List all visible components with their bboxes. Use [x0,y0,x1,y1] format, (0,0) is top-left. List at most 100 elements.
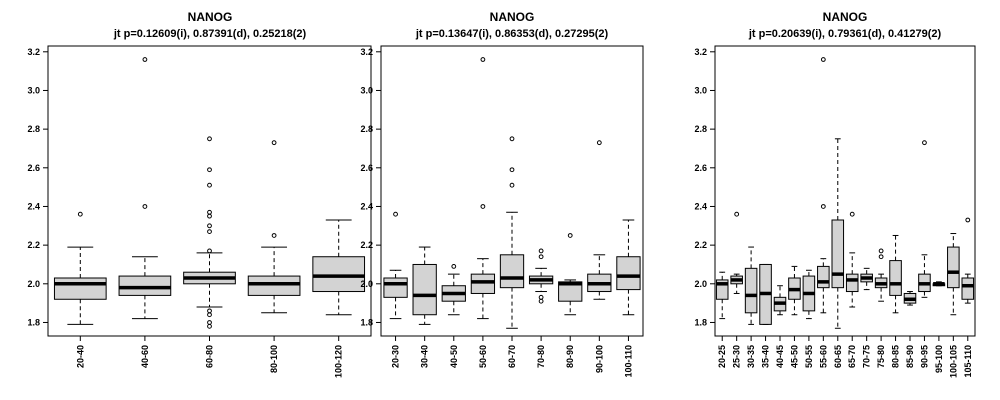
x-tick-label: 65-70 [847,345,857,368]
box-group [470,57,496,320]
x-tick-label: 100-120 [334,345,344,378]
x-tick-label: 20-30 [391,345,401,368]
box-group [183,136,236,329]
x-tick-label: 40-60 [140,345,150,368]
box [499,254,525,289]
outlier-point [207,248,212,254]
box-group [845,211,859,308]
y-tick-label: 3.2 [27,47,40,57]
outlier-point [820,204,826,209]
x-tick-label: 85-90 [905,345,915,368]
outlier-point [207,320,212,325]
x-tick-label: 80-85 [891,345,901,368]
box-group [383,211,408,320]
box-group [528,248,554,304]
box [947,246,960,289]
x-tick-label: 105-110 [963,345,973,378]
panel-2-subtitle: jt p=0.13647(i), 0.86353(d), 0.27295(2) [415,28,609,40]
y-tick-label: 2.2 [360,240,373,250]
box-group [247,140,301,314]
plot-frame [714,45,976,337]
outlier-point [207,223,212,229]
y-tick-label: 2.4 [27,201,40,211]
outlier-point [509,182,515,188]
y-tick-label: 2.2 [27,240,40,250]
outlier-point [207,209,212,215]
panel-1-plot: 1.8 2.0 2.2 2.4 2.6 2.8 3.0 3.2 20-40 40-60 60-80 8… [27,45,372,378]
x-tick-label: 80-90 [565,345,575,368]
box [53,277,107,300]
outlier-point [820,57,826,62]
box [118,275,172,296]
outlier-point [878,254,884,260]
box-group [118,57,172,320]
panel-2-title: NANOG [490,10,535,24]
box-group [860,267,873,291]
y-tick-label: 2.4 [694,201,707,211]
x-tick-label: 60-80 [205,345,215,368]
x-tick-label: 90-100 [594,345,604,373]
outlier-point [207,182,212,188]
box-group [441,264,466,316]
box-group [903,291,917,306]
box-group [817,57,830,314]
x-tick-label: 60-70 [507,345,517,368]
box [558,281,583,302]
y-tick-label: 3.2 [694,47,707,57]
box-group [759,263,772,325]
outlier-point [207,229,212,235]
panel-2-plot: 1.8 2.0 2.2 2.4 2.6 2.8 3.0 3.2 20-30 30-40 40-50 5… [360,45,644,378]
y-tick-label: 1.8 [27,317,40,327]
outlier-point [142,57,148,62]
y-tick-label: 2.6 [27,163,40,173]
outlier-point [596,140,602,146]
panel-2: NANOG jt p=0.13647(i), 0.86353(d), 0.272… [360,10,644,378]
box-group [744,246,758,325]
box [383,277,408,298]
x-tick-label: 40-50 [449,345,459,368]
x-tick-label: 30-40 [420,345,430,368]
x-tick-label: 55-60 [818,345,828,368]
x-tick-label: 50-55 [804,345,814,368]
panel-3: NANOG jt p=0.20639(i), 0.79361(d), 0.412… [694,10,976,378]
outlier-point [878,248,884,254]
x-tick-label: 50-60 [478,345,488,368]
box [247,275,301,296]
outlier-point [480,57,486,62]
box-group [587,140,612,300]
outlier-point [567,233,573,238]
outlier-point [142,204,148,209]
panel-1-subtitle: jt p=0.12609(i), 0.87391(d), 0.25218(2) [113,28,307,40]
y-tick-label: 1.8 [694,317,707,327]
y-tick-label: 2.2 [694,240,707,250]
box [961,277,975,300]
x-tick-label: 95-100 [934,345,944,373]
x-tick-label: 100-110 [623,345,633,378]
box-group [773,285,787,316]
outlier-point [538,248,544,254]
y-tick-label: 2.6 [694,163,707,173]
outlier-point [207,308,212,314]
outlier-point [849,211,855,217]
x-tick-label: 45-50 [789,345,799,368]
box-group [788,265,801,316]
outlier-point [271,140,277,146]
outlier-point [451,264,457,269]
box [845,273,859,293]
x-tick-label: 30-35 [746,345,756,368]
box-group [412,246,437,325]
y-tick-label: 2.0 [27,279,40,289]
y-tick-label: 3.0 [27,85,40,95]
box [715,279,729,300]
box [412,263,437,316]
x-tick-label: 60-65 [833,345,843,368]
y-tick-label: 2.8 [694,124,707,134]
outlier-point [207,167,212,173]
box [744,267,758,314]
x-tick-label: 70-75 [862,345,872,368]
x-tick-label: 40-45 [775,345,785,368]
box [889,260,902,296]
outlier-point [734,211,740,217]
